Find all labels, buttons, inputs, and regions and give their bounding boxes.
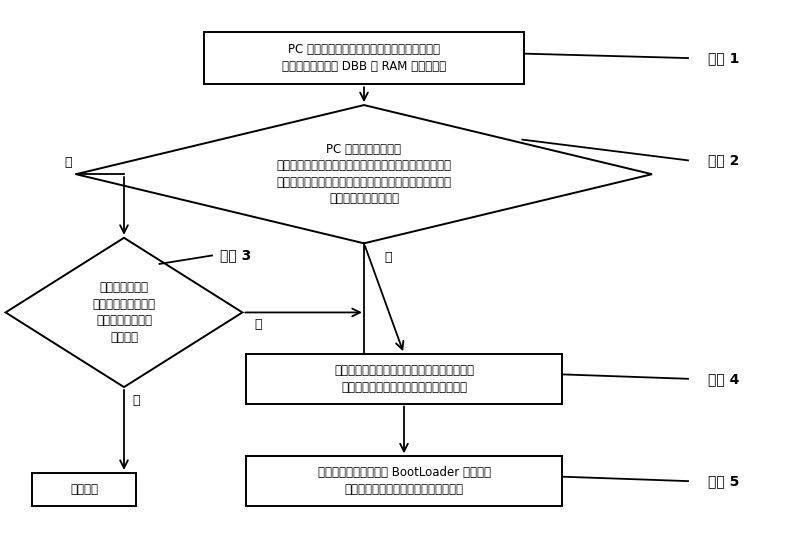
FancyBboxPatch shape <box>204 32 524 84</box>
Text: 步骤 2: 步骤 2 <box>708 153 739 168</box>
Text: 步骤 5: 步骤 5 <box>708 474 739 488</box>
Text: 结束下载: 结束下载 <box>70 483 98 496</box>
Polygon shape <box>76 105 652 243</box>
Text: PC 側启动主控模块的下载线程，将下载引导程
序下载到主控模块 DBB 的 RAM 中，并运行: PC 側启动主控模块的下载线程，将下载引导程 序下载到主控模块 DBB 的 RA… <box>282 43 446 73</box>
Text: PC 側向终端发送包含
此次下载任务信息的特定握手信号，下载引导程序根据该
信号识别出应启动哪个或哪些模块的下载任务，判断是否
需要下载主控模块程序: PC 側向终端发送包含 此次下载任务信息的特定握手信号，下载引导程序根据该 信号… <box>277 143 451 206</box>
FancyBboxPatch shape <box>246 456 562 506</box>
Polygon shape <box>6 238 242 387</box>
Text: 主控模块模拟从控模块 BootLoader 的启动信
号，启动并完成从控制模块的程序下载: 主控模块模拟从控模块 BootLoader 的启动信 号，启动并完成从控制模块的… <box>318 466 490 496</box>
Text: 步骤 4: 步骤 4 <box>708 372 739 386</box>
Text: 步骤 3: 步骤 3 <box>220 248 251 263</box>
Text: 否: 否 <box>132 394 139 408</box>
Text: 是: 是 <box>254 318 262 331</box>
Text: 步骤 1: 步骤 1 <box>708 51 739 65</box>
FancyBboxPatch shape <box>246 354 562 404</box>
FancyBboxPatch shape <box>32 473 136 506</box>
Text: 是: 是 <box>65 155 72 169</box>
Text: 按常规方法下载
主控模块程序后，判
断是否要下载从控
模块程序: 按常规方法下载 主控模块程序后，判 断是否要下载从控 模块程序 <box>93 281 155 344</box>
Text: 否: 否 <box>384 251 391 264</box>
Text: 启动从控模块的下载线程，同时，下载引导程
序将下载通道切换到从控模块的下载通道: 启动从控模块的下载线程，同时，下载引导程 序将下载通道切换到从控模块的下载通道 <box>334 364 474 394</box>
